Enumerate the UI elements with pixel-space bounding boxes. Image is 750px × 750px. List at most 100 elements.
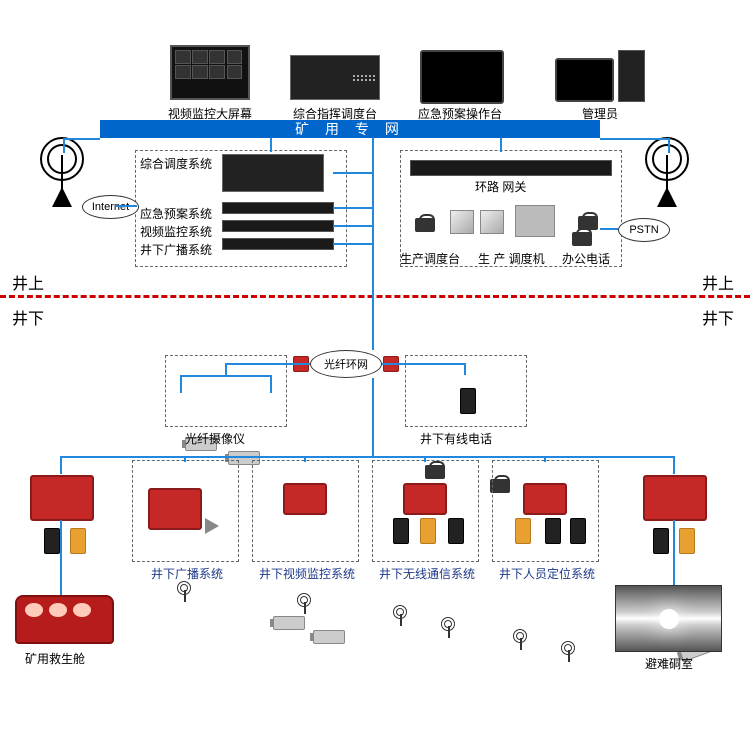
line (424, 456, 426, 462)
label-prod-console: 生产调度台 (400, 250, 460, 267)
label-wired-phone: 井下有线电话 (420, 430, 492, 447)
label-prod-machine: 生 产 调度机 (478, 250, 545, 267)
phone-icon (572, 232, 592, 246)
line (673, 456, 675, 474)
rescue-pod-icon (15, 595, 114, 644)
label-pstn: PSTN (629, 224, 658, 236)
label-shelter: 避难硐室 (645, 655, 693, 672)
label-below-l: 井下 (12, 305, 44, 329)
handheld-icon (679, 528, 695, 554)
cloud-internet: Internet (82, 195, 139, 219)
label-above-l: 井上 (12, 270, 44, 294)
phone-icon (578, 216, 598, 230)
handheld-icon (448, 518, 464, 544)
line (372, 378, 374, 458)
antenna-icon (520, 638, 522, 650)
antenna-icon (448, 626, 450, 638)
line (225, 363, 310, 365)
cloud-pstn: PSTN (618, 218, 670, 242)
label-above-r: 井上 (702, 270, 734, 294)
line (333, 243, 373, 245)
label-sys-2: 视频监控系统 (140, 223, 212, 240)
line (333, 225, 373, 227)
antenna-icon (184, 590, 186, 602)
device-admin-pc (555, 50, 645, 102)
label-ug-3: 井下人员定位系统 (487, 565, 607, 582)
handheld-icon (393, 518, 409, 544)
speaker-icon (205, 518, 219, 534)
device-emergency-console (420, 50, 504, 104)
handheld-icon (653, 528, 669, 554)
divider-surface-underground (0, 295, 750, 298)
ring-gateway-icon (410, 160, 612, 176)
handheld-icon (460, 388, 476, 414)
line (180, 375, 272, 377)
label-fiber-cam: 光纤摄像仪 (185, 430, 245, 447)
rack-icon (222, 154, 324, 192)
label-sys-0: 综合调度系统 (140, 155, 212, 172)
device-video-wall (170, 45, 250, 100)
handheld-icon (545, 518, 561, 544)
redbox-icon (523, 483, 567, 515)
handheld-icon (570, 518, 586, 544)
label-pod: 矿用救生舱 (25, 650, 85, 667)
camera-icon (313, 630, 345, 644)
line (382, 363, 464, 365)
tower-left-icon (55, 155, 69, 209)
line (600, 228, 618, 230)
line (60, 520, 62, 595)
label-ug-1: 井下视频监控系统 (247, 565, 367, 582)
line (184, 456, 186, 462)
mine-network-bar: 矿 用 专 网 (100, 120, 600, 138)
redbox-left-icon (30, 475, 94, 521)
phone-icon (415, 218, 435, 232)
label-office-phone: 办公电话 (562, 250, 610, 267)
rack-icon (222, 238, 334, 250)
line (673, 520, 675, 585)
line (115, 205, 137, 207)
handheld-icon (515, 518, 531, 544)
shelter-tunnel-icon (615, 585, 722, 652)
line (500, 138, 502, 152)
line (333, 172, 373, 174)
switch-cube-icon (450, 210, 474, 234)
label-sys-3: 井下广播系统 (140, 241, 212, 258)
line (180, 375, 182, 393)
line (544, 456, 546, 462)
line (60, 456, 675, 458)
redbox-icon (283, 483, 327, 515)
line (63, 138, 100, 140)
label-ug-0: 井下广播系统 (132, 565, 242, 582)
line (60, 456, 62, 474)
line (333, 207, 373, 209)
antenna-icon (400, 614, 402, 626)
handheld-icon (420, 518, 436, 544)
antenna-icon (568, 650, 570, 662)
redbox-icon (403, 483, 447, 515)
line (63, 138, 65, 153)
label-fiber-ring: 光纤环网 (324, 356, 368, 372)
label-ug-2: 井下无线通信系统 (367, 565, 487, 582)
line (464, 363, 466, 375)
line (270, 375, 272, 393)
tower-right-icon (660, 155, 674, 209)
rack-icon (222, 220, 334, 232)
label-below-r: 井下 (702, 305, 734, 329)
label-ring-gateway: 环路 网关 (475, 178, 526, 195)
cloud-fiber-ring: 光纤环网 (310, 350, 382, 378)
redbox-icon (148, 488, 202, 530)
handheld-icon (70, 528, 86, 554)
line (668, 138, 670, 153)
redbox-right-icon (643, 475, 707, 521)
camera-icon (273, 616, 305, 630)
line (600, 138, 670, 140)
handheld-icon (44, 528, 60, 554)
rack-icon (222, 202, 334, 214)
device-dispatch-console (290, 55, 380, 100)
label-sys-1: 应急预案系统 (140, 205, 212, 222)
line (225, 363, 227, 375)
switch-cube-icon (480, 210, 504, 234)
line (270, 138, 272, 152)
dispatch-machine-icon (515, 205, 555, 237)
antenna-icon (304, 602, 306, 614)
